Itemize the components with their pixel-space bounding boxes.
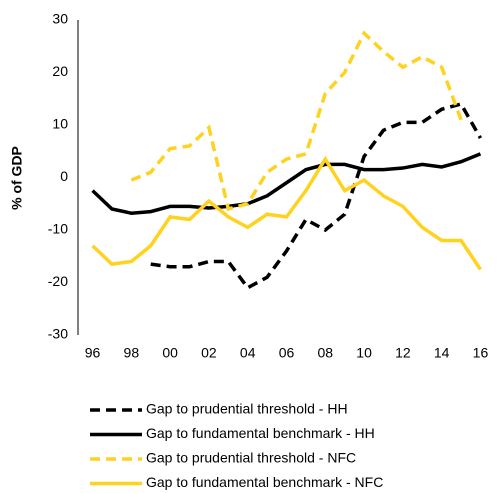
- series-line: [91, 152, 482, 215]
- legend-label: Gap to fundamental benchmark - HH: [146, 425, 375, 441]
- y-tick-label: -30: [48, 326, 68, 342]
- x-tick-label: 98: [124, 345, 140, 361]
- x-tick-label: 14: [434, 345, 450, 361]
- y-tick-label: 20: [52, 63, 68, 79]
- y-tick-label: -20: [48, 273, 68, 289]
- series-line: [150, 101, 482, 291]
- x-tick-label: 06: [279, 345, 295, 361]
- legend-label: Gap to prudential threshold - HH: [146, 401, 348, 417]
- legend-label: Gap to fundamental benchmark - NFC: [146, 474, 383, 490]
- legend-label: Gap to prudential threshold - NFC: [146, 450, 356, 466]
- y-tick-label: 0: [60, 168, 68, 184]
- x-tick-label: 02: [201, 345, 217, 361]
- y-tick-label: 30: [52, 11, 68, 27]
- y-tick-label: 10: [52, 116, 68, 132]
- x-tick-label: 10: [356, 345, 372, 361]
- x-tick-label: 12: [395, 345, 411, 361]
- x-tick-label: 96: [85, 345, 101, 361]
- x-tick-label: 16: [473, 345, 489, 361]
- x-tick-label: 04: [240, 345, 256, 361]
- series-line: [91, 155, 482, 271]
- y-tick-label: -10: [48, 221, 68, 237]
- series-line: [130, 30, 463, 212]
- x-tick-label: 00: [162, 345, 178, 361]
- y-axis-label: % of GDP: [9, 146, 25, 210]
- x-tick-label: 08: [318, 345, 334, 361]
